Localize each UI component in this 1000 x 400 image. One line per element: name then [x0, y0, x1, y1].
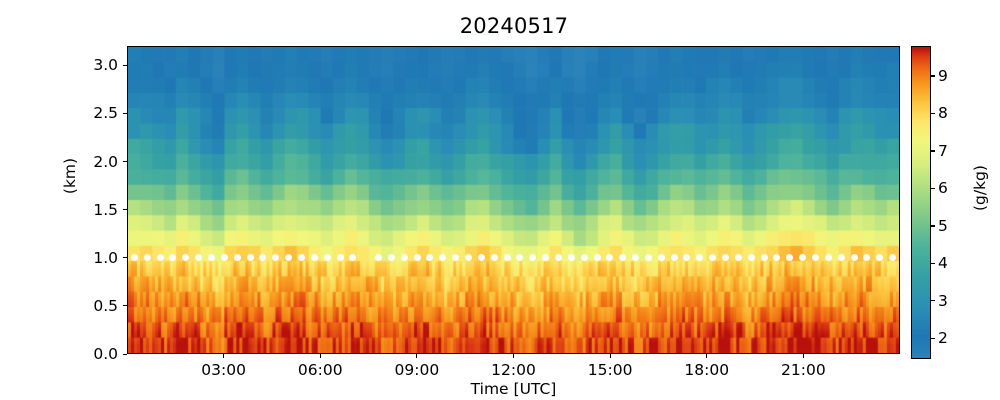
y-tick-label: 3.0: [93, 56, 118, 75]
x-tick-label: 15:00: [587, 361, 633, 379]
colorbar-tick-mark: [931, 112, 935, 115]
colorbar-tick-mark: [931, 300, 935, 302]
x-tick-mark: [223, 354, 225, 358]
heatmap-canvas: [128, 47, 899, 353]
colorbar-tick-label: 4: [938, 254, 948, 273]
colorbar[interactable]: [911, 46, 931, 359]
y-tick-label: 2.0: [93, 152, 118, 171]
colorbar-tick-mark: [931, 337, 935, 339]
colorbar-tick-label: 6: [938, 179, 948, 198]
y-tick-mark: [123, 209, 127, 211]
y-tick-label: 1.5: [93, 200, 118, 219]
heatmap-plot-area[interactable]: [127, 46, 900, 354]
x-tick-label: 03:00: [201, 361, 246, 379]
x-tick-label: 18:00: [684, 361, 730, 379]
y-tick-mark: [123, 161, 127, 163]
colorbar-tick-mark: [931, 187, 935, 190]
figure-title: 20240517: [459, 14, 569, 38]
x-tick-mark: [609, 354, 611, 358]
colorbar-tick-label: 8: [938, 104, 948, 123]
y-axis-label: (km): [61, 157, 80, 195]
x-tick-mark: [802, 354, 804, 358]
y-tick-mark: [123, 112, 127, 114]
x-tick-label: 21:00: [781, 361, 826, 379]
x-tick-label: 06:00: [297, 361, 343, 379]
y-tick-label: 0.5: [93, 296, 118, 315]
x-tick-mark: [513, 354, 515, 358]
colorbar-tick-label: 3: [938, 291, 948, 310]
y-tick-mark: [123, 305, 127, 307]
x-axis-label: Time [UTC]: [470, 380, 557, 398]
y-tick-mark: [123, 64, 127, 66]
x-tick-label: 09:00: [394, 361, 440, 379]
colorbar-tick-mark: [931, 150, 935, 152]
x-tick-mark: [416, 354, 418, 358]
colorbar-label: (g/kg): [970, 165, 989, 211]
colorbar-gradient: [912, 47, 930, 358]
x-tick-mark: [706, 354, 708, 358]
colorbar-tick-label: 2: [938, 329, 948, 348]
colorbar-tick-label: 7: [938, 141, 948, 160]
y-tick-mark: [123, 257, 127, 259]
colorbar-tick-mark: [931, 262, 935, 264]
x-tick-mark: [319, 354, 321, 358]
y-tick-label: 1.0: [93, 248, 118, 267]
colorbar-tick-label: 5: [938, 216, 948, 235]
y-tick-label: 2.5: [93, 104, 118, 123]
x-tick-label: 12:00: [491, 361, 536, 379]
colorbar-tick-label: 9: [938, 66, 948, 85]
y-tick-mark: [123, 353, 127, 355]
y-tick-label: 0.0: [93, 345, 118, 363]
colorbar-tick-mark: [931, 225, 935, 227]
colorbar-tick-mark: [931, 75, 935, 77]
